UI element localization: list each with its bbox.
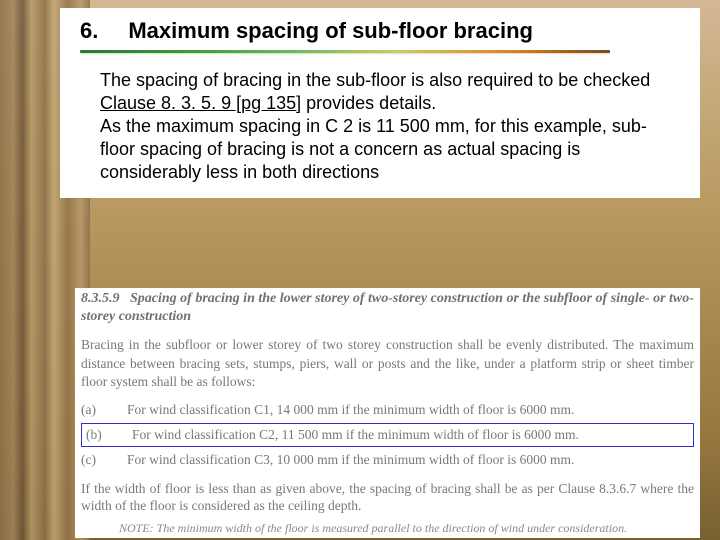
list-marker: (c) [81, 451, 107, 469]
header-underline-rule [80, 50, 610, 53]
body-text-3: As the maximum spacing in C 2 is 11 500 … [100, 116, 647, 182]
excerpt-list-item: (a) For wind classification C1, 14 000 m… [81, 399, 694, 421]
body-text-1: The spacing of bracing in the sub-floor … [100, 70, 650, 90]
list-text: For wind classification C2, 11 500 mm if… [132, 426, 579, 444]
list-text: For wind classification C3, 10 000 mm if… [127, 451, 574, 469]
body-text-2: provides details. [301, 93, 436, 113]
excerpt-list: (a) For wind classification C1, 14 000 m… [75, 397, 700, 474]
section-header: 6. Maximum spacing of sub-floor bracing [80, 18, 680, 44]
excerpt-clause-heading: 8.3.5.9 Spacing of bracing in the lower … [75, 288, 700, 328]
excerpt-note: NOTE: The minimum width of the floor is … [75, 517, 700, 539]
standard-excerpt-block: 8.3.5.9 Spacing of bracing in the lower … [75, 288, 700, 538]
excerpt-clause-number: 8.3.5.9 [81, 291, 120, 306]
list-marker: (b) [86, 426, 112, 444]
excerpt-list-item: (b) For wind classification C2, 11 500 m… [82, 424, 693, 446]
clause-reference-link: Clause 8. 3. 5. 9 [pg 135] [100, 93, 301, 113]
excerpt-list-item: (c) For wind classification C3, 10 000 m… [81, 449, 694, 471]
body-paragraph: The spacing of bracing in the sub-floor … [80, 69, 680, 184]
excerpt-clause-title: Spacing of bracing in the lower storey o… [81, 291, 694, 324]
list-text: For wind classification C1, 14 000 mm if… [127, 401, 574, 419]
list-marker: (a) [81, 401, 107, 419]
highlighted-list-item-box: (b) For wind classification C2, 11 500 m… [81, 423, 694, 447]
excerpt-intro-paragraph: Bracing in the subfloor or lower storey … [75, 328, 700, 397]
section-number: 6. [80, 18, 98, 44]
main-content-panel: 6. Maximum spacing of sub-floor bracing … [60, 8, 700, 198]
section-title: Maximum spacing of sub-floor bracing [128, 18, 533, 44]
excerpt-condition-paragraph: If the width of floor is less than as gi… [75, 474, 700, 517]
